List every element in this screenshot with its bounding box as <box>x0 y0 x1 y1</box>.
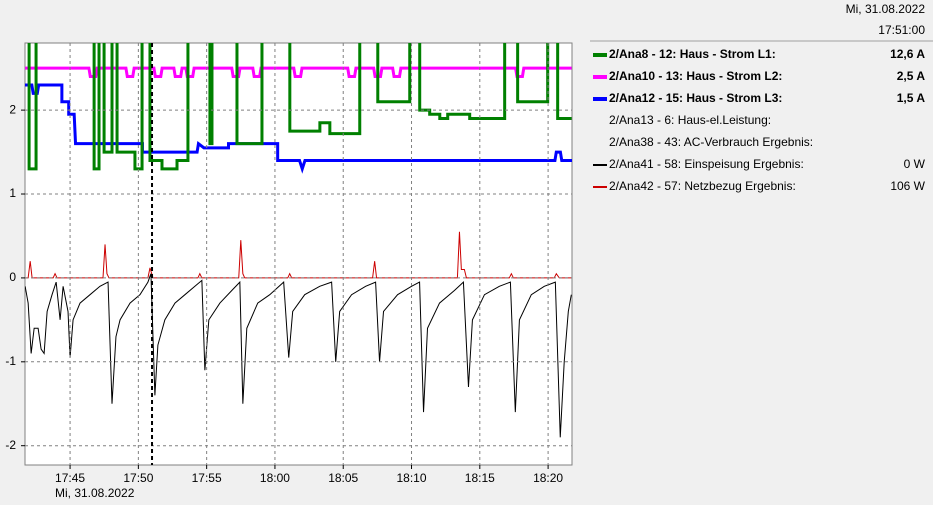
header-date: Mi, 31.08.2022 <box>846 2 926 16</box>
series-line <box>25 273 572 438</box>
x-tick-label: 18:15 <box>465 471 495 485</box>
x-tick-label: 17:55 <box>192 471 222 485</box>
legend-value: 2,5 A <box>897 69 926 83</box>
y-tick-label: 2 <box>9 102 16 116</box>
y-tick-label: 1 <box>9 186 16 200</box>
legend-label: 2/Ana41 - 58: Einspeisung Ergebnis: <box>609 157 804 171</box>
plot-area <box>24 42 573 466</box>
legend-label: 2/Ana42 - 57: Netzbezug Ergebnis: <box>609 179 796 193</box>
x-tick-label: 18:10 <box>397 471 427 485</box>
x-tick-label: 18:05 <box>328 471 358 485</box>
y-tick-label: -2 <box>5 438 16 452</box>
x-tick-label: 18:00 <box>260 471 290 485</box>
legend-label: 2/Ana10 - 13: Haus - Strom L2: <box>609 69 782 83</box>
header-time: 17:51:00 <box>878 23 925 37</box>
x-axis-label: Mi, 31.08.2022 <box>55 486 135 500</box>
x-tick-label: 17:45 <box>55 471 85 485</box>
legend-value: 0 W <box>904 157 926 171</box>
legend-label: 2/Ana38 - 43: AC-Verbrauch Ergebnis: <box>609 135 813 149</box>
x-tick-label: 18:20 <box>533 471 563 485</box>
legend-label: 2/Ana13 - 6: Haus-el.Leistung: <box>609 113 771 127</box>
series-layer <box>25 43 572 438</box>
legend-label: 2/Ana12 - 15: Haus - Strom L3: <box>609 91 782 105</box>
series-line <box>25 66 572 79</box>
legend-value: 106 W <box>890 179 925 193</box>
series-line <box>25 83 572 174</box>
legend-label: 2/Ana8 - 12: Haus - Strom L1: <box>609 47 776 61</box>
x-tick-label: 17:50 <box>123 471 153 485</box>
series-line <box>27 43 572 171</box>
y-tick-label: 0 <box>9 270 16 284</box>
legend-value: 1,5 A <box>897 91 926 105</box>
legend-value: 12,6 A <box>890 47 925 61</box>
y-tick-label: -1 <box>5 354 16 368</box>
